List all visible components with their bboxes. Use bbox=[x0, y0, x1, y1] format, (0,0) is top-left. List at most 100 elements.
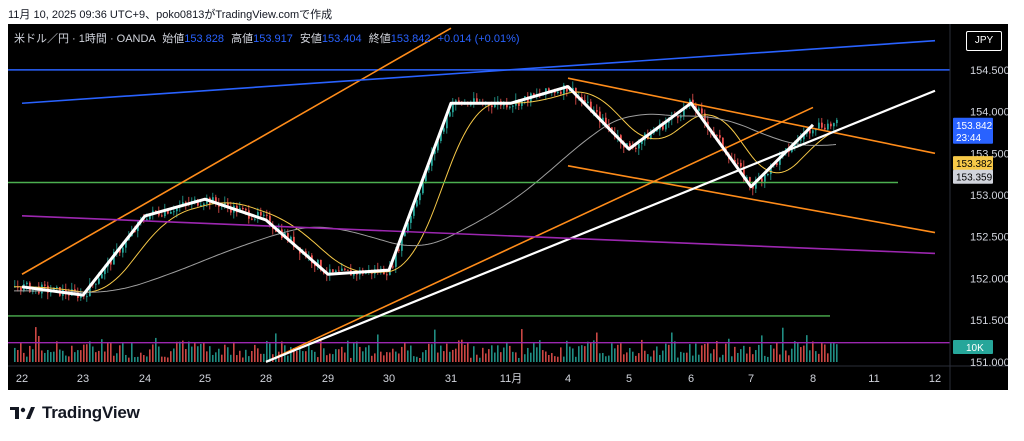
candle-body bbox=[245, 208, 247, 211]
time-tick-label: 5 bbox=[626, 373, 632, 385]
volume-bar bbox=[401, 346, 403, 362]
volume-bar bbox=[38, 336, 40, 362]
volume-bar bbox=[146, 356, 148, 362]
candle-body bbox=[227, 202, 229, 207]
candle-body bbox=[320, 259, 322, 271]
last-price-tag-countdown: 23:44 bbox=[956, 133, 981, 144]
currency-button[interactable]: JPY bbox=[966, 31, 1002, 51]
chart-caption: 11月 10, 2025 09:36 UTC+9、poko0813がTradin… bbox=[8, 9, 333, 21]
volume-bar bbox=[461, 339, 463, 362]
volume-bar bbox=[98, 350, 100, 362]
candle-body bbox=[794, 142, 796, 148]
volume-bar bbox=[611, 343, 613, 362]
volume-bar bbox=[149, 349, 151, 362]
volume-bar bbox=[824, 344, 826, 362]
candle-body bbox=[638, 144, 640, 149]
volume-bar bbox=[764, 355, 766, 362]
candle-body bbox=[572, 87, 574, 91]
candle-body bbox=[680, 116, 682, 118]
volume-bar bbox=[494, 352, 496, 362]
volume-bar bbox=[701, 345, 703, 362]
candle-body bbox=[224, 202, 226, 205]
volume-bar bbox=[536, 347, 538, 362]
candle-body bbox=[161, 215, 163, 217]
brand[interactable]: TradingView bbox=[10, 403, 140, 423]
volume-bar bbox=[323, 348, 325, 362]
price-chart[interactable]: 154.500154.000153.500153.000152.500152.0… bbox=[8, 24, 1008, 390]
volume-bar bbox=[698, 354, 700, 362]
volume-bar bbox=[188, 341, 190, 362]
volume-bar bbox=[176, 341, 178, 362]
candle-body bbox=[704, 113, 706, 122]
candle-body bbox=[113, 251, 115, 265]
volume-bar bbox=[638, 353, 640, 362]
volume-bar bbox=[443, 351, 445, 362]
volume-bar bbox=[620, 343, 622, 362]
chart-panel[interactable]: 米ドル／円 · 1時間 · OANDA 始値153.828 高値153.917 … bbox=[8, 24, 1008, 390]
volume-bar bbox=[239, 350, 241, 362]
candle-body bbox=[830, 123, 832, 127]
candle-body bbox=[200, 205, 202, 207]
volume-bar bbox=[143, 355, 145, 362]
candle-body bbox=[596, 110, 598, 112]
volume-tag-bg bbox=[953, 340, 993, 354]
candle-body bbox=[413, 206, 415, 216]
volume-bar bbox=[782, 327, 784, 362]
volume-bar bbox=[353, 342, 355, 362]
candle-body bbox=[590, 101, 592, 113]
candle-body bbox=[608, 124, 610, 128]
volume-bar bbox=[236, 355, 238, 362]
volume-bar bbox=[695, 343, 697, 362]
volume-bar bbox=[86, 344, 88, 362]
candle-body bbox=[506, 102, 508, 108]
candle-body bbox=[770, 164, 772, 175]
volume-bar bbox=[584, 346, 586, 362]
candle-body bbox=[449, 112, 451, 117]
volume-bar bbox=[41, 350, 43, 362]
volume-bar bbox=[29, 345, 31, 362]
candle-body bbox=[749, 177, 751, 186]
volume-bar bbox=[734, 346, 736, 362]
candle-body bbox=[533, 93, 535, 96]
candle-body bbox=[824, 127, 826, 130]
volume-bar bbox=[155, 337, 157, 362]
volume-bar bbox=[170, 351, 172, 362]
volume-bar bbox=[446, 343, 448, 362]
volume-bar bbox=[569, 346, 571, 362]
volume-bar bbox=[14, 347, 16, 362]
volume-bar bbox=[491, 345, 493, 362]
volume-bar bbox=[707, 343, 709, 362]
volume-bar bbox=[767, 356, 769, 362]
volume-bar bbox=[59, 349, 61, 362]
volume-bar bbox=[329, 353, 331, 362]
candle-body bbox=[812, 130, 814, 134]
candle-body bbox=[491, 105, 493, 108]
price-tick-label: 152.500 bbox=[970, 232, 1008, 244]
volume-bar bbox=[431, 344, 433, 362]
trendline bbox=[265, 106, 814, 363]
volume-bar bbox=[359, 346, 361, 362]
volume-bar bbox=[101, 339, 103, 362]
volume-bar bbox=[758, 344, 760, 362]
volume-bar bbox=[602, 352, 604, 362]
last-price-tag-value: 153.842 bbox=[956, 121, 993, 132]
volume-bar bbox=[605, 356, 607, 362]
ma-slow-line bbox=[14, 113, 837, 293]
volume-bar bbox=[119, 345, 121, 362]
candle-body bbox=[119, 249, 121, 253]
volume-bar bbox=[254, 344, 256, 362]
volume-bar bbox=[617, 344, 619, 362]
candle-body bbox=[437, 141, 439, 151]
candle-body bbox=[386, 274, 388, 276]
volume-bar bbox=[794, 341, 796, 362]
candle-body bbox=[74, 289, 76, 292]
volume-bar bbox=[173, 348, 175, 362]
candle-body bbox=[743, 166, 745, 180]
volume-bar bbox=[158, 346, 160, 362]
volume-bar bbox=[650, 356, 652, 362]
volume-bar bbox=[266, 340, 268, 362]
volume-tag-value: 10K bbox=[966, 343, 984, 354]
volume-bar bbox=[575, 356, 577, 362]
volume-bar bbox=[608, 355, 610, 362]
volume-bar bbox=[161, 356, 163, 362]
